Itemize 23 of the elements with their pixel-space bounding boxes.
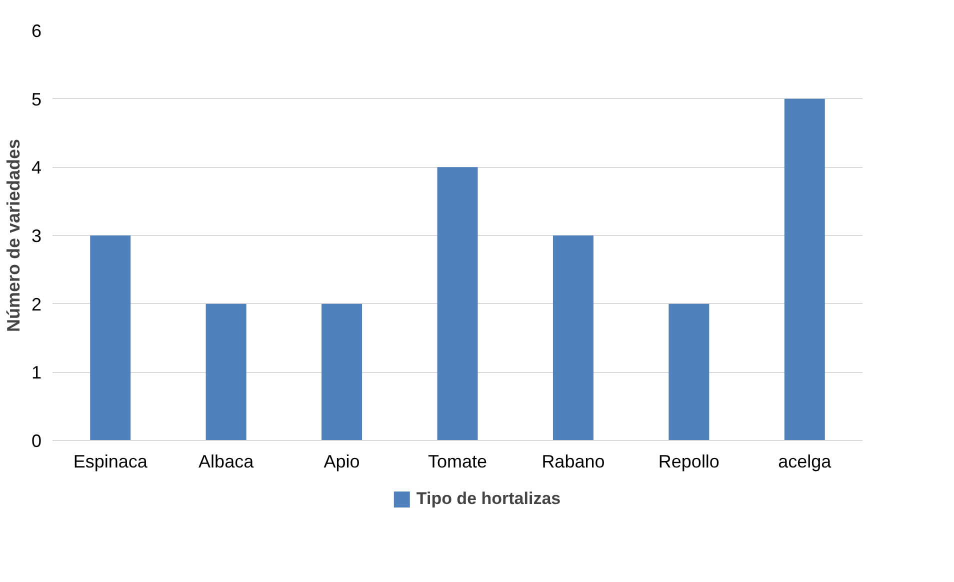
bar bbox=[668, 304, 710, 440]
y-tick-label: 2 bbox=[31, 294, 42, 314]
x-tick-label: Tomate bbox=[428, 452, 488, 472]
bar bbox=[437, 167, 478, 440]
bar bbox=[322, 304, 362, 440]
x-tick-label: acelga bbox=[778, 452, 832, 472]
bar bbox=[90, 236, 131, 440]
x-tick-label: Albaca bbox=[198, 452, 255, 472]
y-tick-label: 5 bbox=[31, 89, 42, 110]
y-tick-label: 0 bbox=[31, 431, 42, 451]
x-tick-label: Rabano bbox=[542, 452, 605, 472]
bar bbox=[206, 304, 246, 440]
x-tick-label: Apio bbox=[324, 452, 360, 472]
y-tick-label: 6 bbox=[31, 21, 42, 41]
y-tick-label: 4 bbox=[31, 158, 42, 178]
bar bbox=[552, 236, 594, 440]
x-tick-label: Repollo bbox=[658, 452, 720, 472]
bar bbox=[784, 98, 825, 440]
y-axis-title: Número de variedades bbox=[3, 138, 24, 332]
legend-label: Tipo de hortalizas bbox=[416, 489, 561, 509]
x-tick-label: Espinaca bbox=[73, 452, 148, 472]
y-tick-label: 1 bbox=[31, 362, 42, 383]
y-tick-label: 3 bbox=[31, 226, 42, 246]
